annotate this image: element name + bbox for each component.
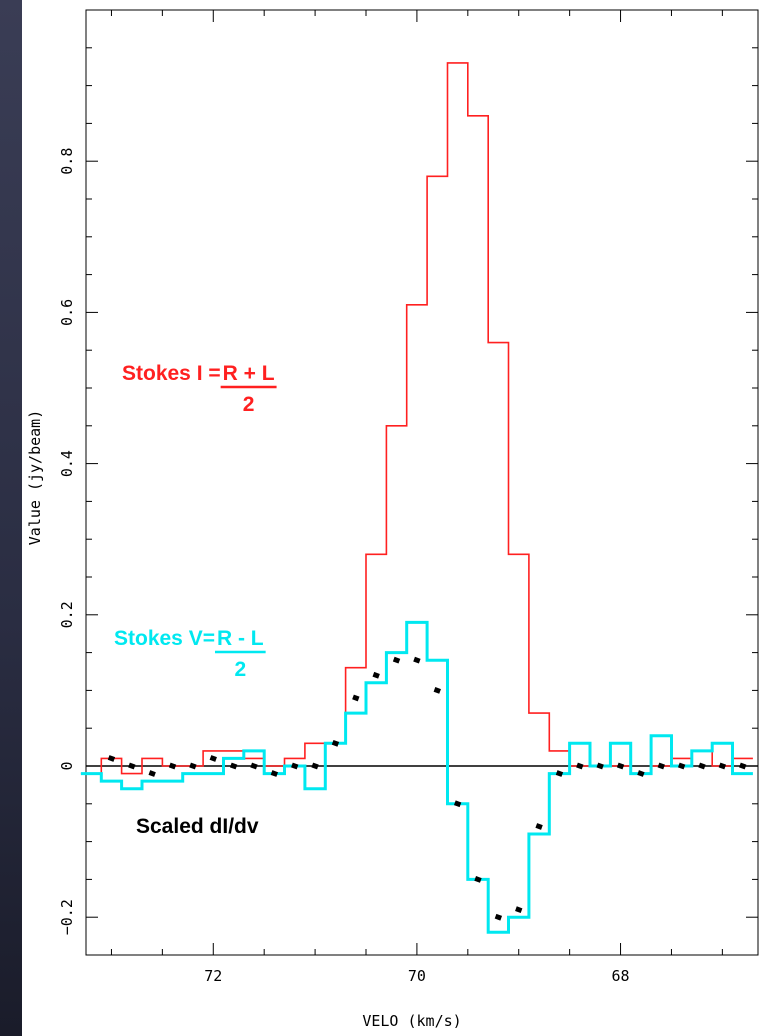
x-tick-label: 70 <box>408 967 426 985</box>
didv-marker <box>108 755 115 762</box>
y-axis-title: Value (jy/beam) <box>26 410 44 545</box>
didv-marker <box>658 763 665 770</box>
didv-marker <box>535 823 542 830</box>
didv-marker <box>149 770 156 777</box>
didv-marker <box>454 800 461 807</box>
didv-marker <box>739 763 746 770</box>
didv-marker <box>230 763 237 770</box>
didv-marker <box>271 770 278 777</box>
didv-marker <box>434 687 441 694</box>
didv-marker <box>189 763 196 770</box>
didv-marker <box>311 763 318 770</box>
y-tick-label: 0 <box>58 761 76 770</box>
didv-marker <box>352 695 359 702</box>
didv-marker <box>495 914 502 921</box>
didv-marker <box>637 770 644 777</box>
y-tick-label: −0.2 <box>58 899 76 935</box>
annotation-stokes-v-label: Stokes V= <box>114 627 215 650</box>
x-axis-title: VELO (km/s) <box>362 1012 461 1030</box>
didv-marker <box>291 763 298 770</box>
didv-marker <box>128 763 135 770</box>
annotation-stokes-i-label: Stokes I = <box>122 362 221 385</box>
y-tick-label: 0.4 <box>58 450 76 477</box>
y-tick-label: 0.2 <box>58 601 76 628</box>
didv-marker <box>250 763 257 770</box>
series-line-stokes-v <box>81 622 753 932</box>
didv-marker <box>576 763 583 770</box>
annotation-stokes-v-numerator: R - L <box>217 627 264 650</box>
didv-marker <box>597 763 604 770</box>
didv-marker <box>373 672 380 679</box>
annotation-scaled-label: Scaled dI/dv <box>136 815 259 838</box>
plot-frame <box>86 10 758 955</box>
x-tick-label: 68 <box>612 967 630 985</box>
annotation-stokes-i-denominator: 2 <box>243 393 255 416</box>
y-tick-label: 0.6 <box>58 299 76 326</box>
x-tick-label: 72 <box>204 967 222 985</box>
didv-marker <box>617 763 624 770</box>
didv-marker <box>678 763 685 770</box>
didv-marker <box>413 657 420 664</box>
didv-marker <box>169 763 176 770</box>
didv-marker <box>556 770 563 777</box>
annotation-stokes-v-denominator: 2 <box>234 658 246 681</box>
didv-marker <box>515 906 522 913</box>
annotation-stokes-i-numerator: R + L <box>223 362 275 385</box>
didv-marker <box>698 763 705 770</box>
didv-marker <box>332 740 339 747</box>
series-line-stokes-i <box>81 63 753 774</box>
didv-marker <box>719 763 726 770</box>
y-tick-label: 0.8 <box>58 148 76 175</box>
didv-marker <box>210 755 217 762</box>
didv-marker <box>393 657 400 664</box>
didv-marker <box>474 876 481 883</box>
